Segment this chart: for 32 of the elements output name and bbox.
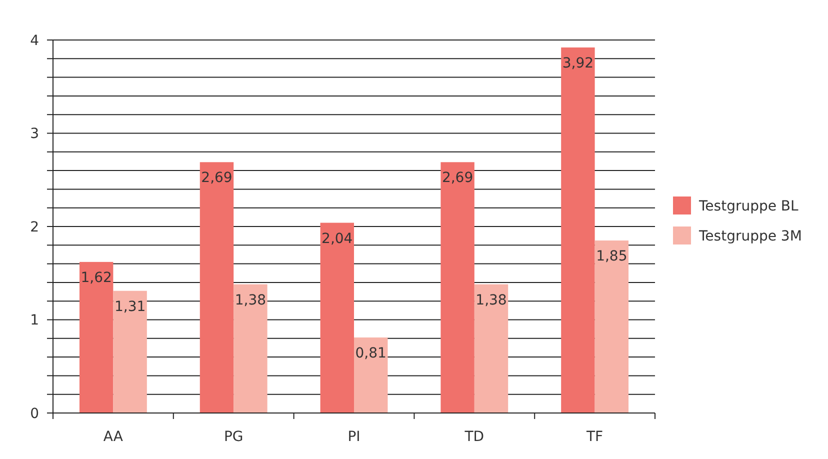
bar (474, 284, 508, 413)
bar (234, 284, 268, 413)
data-label: 1,62 (80, 270, 112, 286)
legend-label: Testgruppe 3M (698, 228, 802, 244)
bar (561, 47, 595, 413)
data-label: 0,81 (355, 345, 386, 362)
data-label: 1,85 (596, 248, 628, 264)
x-tick-label: PG (224, 429, 244, 445)
x-tick-label: TF (585, 429, 604, 445)
bar (320, 222, 354, 413)
data-label: 1,31 (114, 298, 146, 315)
x-tick-label: AA (103, 429, 124, 445)
data-label: 3,92 (562, 55, 594, 72)
data-label: 2,69 (442, 170, 474, 186)
data-label: 1,38 (476, 292, 507, 308)
bar (354, 337, 388, 413)
y-tick-label: 0 (30, 406, 39, 422)
y-tick-label: 1 (30, 312, 39, 329)
bar (79, 262, 114, 413)
data-label: 1,38 (234, 292, 266, 308)
bar (440, 162, 474, 413)
y-tick-label: 3 (30, 126, 39, 142)
x-tick-label: TD (464, 429, 484, 445)
bar (594, 240, 629, 413)
bar (200, 162, 234, 413)
bar (113, 290, 147, 413)
x-tick-label: PI (348, 429, 360, 445)
legend-label: Testgruppe BL (698, 198, 799, 214)
y-tick-label: 2 (30, 219, 39, 236)
y-tick-label: 4 (30, 32, 40, 49)
data-label: 2,04 (322, 230, 353, 247)
data-label: 2,69 (201, 170, 232, 186)
